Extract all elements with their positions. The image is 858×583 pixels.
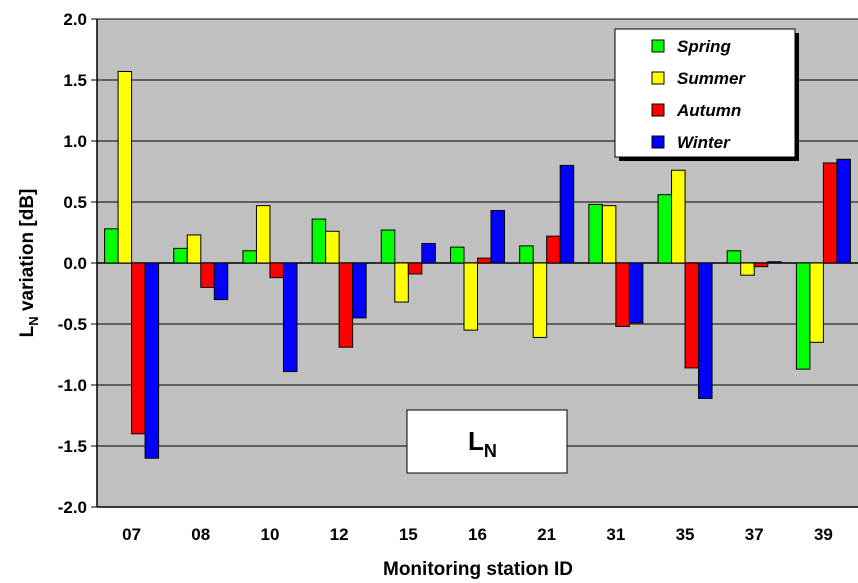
bar-autumn-37: [753, 262, 769, 268]
legend-label-summer: Summer: [677, 69, 746, 88]
annotation-rect: [406, 409, 568, 474]
bar-spring-31: [588, 203, 603, 264]
x-tick-label: 39: [814, 525, 833, 544]
y-tick-labels: 2.0 1.5 1.0 0.5 0.0 -0.5 -1.0 -1.5 -2.0: [58, 10, 97, 517]
bar-spring-37: [726, 250, 742, 264]
bar-winter-07: [144, 262, 160, 459]
bar-autumn-31: [615, 262, 630, 327]
annotation-main: L: [468, 426, 484, 456]
bar-winter-08: [213, 262, 229, 301]
legend-swatch-autumn: [651, 103, 665, 117]
bar-summer-12: [325, 230, 340, 264]
bar-winter-39: [836, 158, 851, 264]
x-tick-label: 35: [676, 525, 695, 544]
legend-box: [614, 28, 796, 158]
y-axis-title-sub: N: [26, 316, 41, 325]
annotation-text: LN: [468, 426, 497, 461]
y-tick-label: -1.0: [58, 376, 87, 395]
bar-summer-39: [809, 262, 824, 343]
bar-winter-15: [421, 242, 436, 264]
x-tick-label: 37: [745, 525, 764, 544]
x-tick-label: 16: [468, 525, 487, 544]
bar-summer-35: [671, 169, 686, 264]
x-tick-label: 12: [330, 525, 349, 544]
annotation-sub: N: [484, 441, 497, 461]
bar-winter-37: [767, 261, 782, 264]
bar-winter-21: [559, 164, 575, 264]
y-tick-label: 2.0: [63, 10, 87, 29]
x-tick-label: 10: [260, 525, 279, 544]
bar-summer-10: [255, 205, 271, 264]
bar-spring-16: [450, 246, 465, 264]
y-tick-label: 0.5: [63, 193, 87, 212]
bar-summer-15: [394, 262, 409, 303]
y-axis-title-main: L: [17, 325, 38, 337]
bar-spring-07: [104, 228, 119, 264]
annotation-box: LN: [406, 409, 568, 474]
bar-spring-10: [242, 250, 257, 264]
x-tick-label: 07: [122, 525, 141, 544]
bar-winter-35: [698, 262, 713, 399]
bar-spring-35: [657, 194, 673, 264]
bar-winter-31: [628, 262, 644, 324]
bar-winter-16: [490, 210, 505, 264]
bar-autumn-15: [407, 262, 423, 275]
bar-autumn-12: [338, 262, 354, 348]
legend-swatch-spring: [651, 39, 665, 53]
bar-spring-39: [795, 262, 811, 370]
bar-summer-16: [463, 262, 478, 331]
bar-autumn-16: [477, 257, 492, 264]
legend: Spring Summer Autumn Winter: [614, 28, 799, 161]
bar-summer-07: [117, 70, 133, 264]
y-axis-title-rest: variation [dB]: [17, 189, 38, 317]
y-tick-label: -0.5: [58, 315, 87, 334]
x-tick-label: 21: [537, 525, 556, 544]
bar-winter-10: [282, 262, 298, 373]
legend-swatch-winter: [651, 135, 665, 149]
bar-autumn-35: [684, 262, 700, 369]
x-tick-labels: 07 08 10 12 15 16 21 31 35 37 39: [122, 525, 833, 544]
y-tick-label: 1.0: [63, 132, 87, 151]
bars: [104, 70, 851, 459]
y-axis-title: LN variation [dB]: [17, 189, 41, 338]
bar-autumn-10: [269, 262, 284, 279]
bar-autumn-21: [546, 235, 561, 264]
bar-summer-21: [532, 262, 548, 338]
bar-autumn-08: [200, 262, 215, 288]
y-tick-label: -2.0: [58, 498, 87, 517]
legend-label-autumn: Autumn: [676, 101, 741, 120]
x-tick-label: 31: [606, 525, 625, 544]
legend-label-winter: Winter: [677, 133, 731, 152]
x-tick-label: 15: [399, 525, 418, 544]
y-tick-label: 0.0: [63, 254, 87, 273]
bar-spring-12: [311, 218, 327, 264]
y-tick-label: 1.5: [63, 71, 87, 90]
bar-spring-08: [173, 247, 188, 264]
bar-winter-12: [352, 262, 367, 319]
bar-summer-37: [740, 262, 755, 276]
legend-swatch-summer: [651, 71, 665, 85]
bar-autumn-07: [131, 262, 146, 435]
bar-summer-31: [601, 205, 617, 264]
y-tick-label: -1.5: [58, 437, 87, 456]
bar-summer-08: [186, 234, 202, 264]
x-axis-title: Monitoring station ID: [383, 559, 573, 580]
x-tick-label: 08: [191, 525, 210, 544]
bar-spring-15: [380, 229, 396, 264]
bar-spring-21: [519, 245, 534, 264]
bar-autumn-39: [822, 162, 838, 264]
legend-label-spring: Spring: [677, 37, 731, 56]
